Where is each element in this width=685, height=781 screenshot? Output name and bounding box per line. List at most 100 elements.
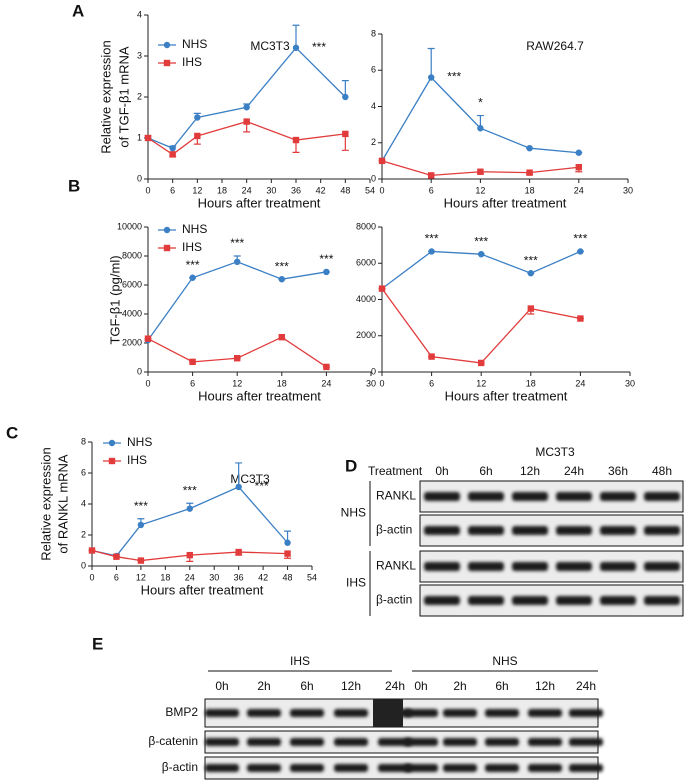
x-tick-label: 0	[145, 185, 150, 195]
point	[575, 164, 582, 171]
band	[600, 492, 636, 501]
lane-label: 6h	[479, 464, 492, 478]
y-tick-label: 2000	[356, 330, 376, 340]
y-tick-label: 8	[81, 436, 86, 446]
point	[478, 359, 485, 367]
x-tick-label: 54	[365, 185, 375, 195]
band	[485, 738, 519, 746]
band	[600, 526, 636, 535]
band	[378, 764, 412, 772]
band	[404, 738, 438, 746]
x-tick-label: 0	[145, 378, 150, 388]
lane-label: 0h	[435, 464, 448, 478]
point	[526, 169, 533, 176]
panel-label: A	[72, 1, 84, 20]
legend-label: IHS	[182, 55, 202, 69]
y-tick-label: 0	[137, 173, 142, 183]
band	[334, 738, 368, 746]
x-tick-label: 12	[192, 185, 202, 195]
x-tick-label: 30	[625, 378, 635, 388]
legend-label: IHS	[127, 453, 147, 467]
band	[468, 562, 504, 571]
blot-row	[419, 480, 684, 513]
lane-label: 24h	[385, 679, 405, 693]
band	[468, 526, 504, 535]
band	[556, 596, 592, 605]
y-tick-label: 4000	[122, 308, 142, 318]
x-tick-label: 12	[476, 378, 486, 388]
band	[443, 764, 477, 772]
point	[284, 539, 291, 546]
band	[205, 738, 239, 746]
band	[424, 492, 460, 501]
point	[243, 118, 250, 125]
chart-title: RAW264.7	[526, 39, 584, 53]
point	[186, 551, 193, 559]
point	[527, 305, 534, 312]
point	[278, 334, 285, 341]
band	[424, 562, 460, 571]
band	[485, 764, 519, 772]
x-tick-label: 24	[185, 572, 195, 582]
x-axis-label: Hours after treatment	[141, 582, 264, 597]
lane-label: 12h	[535, 679, 555, 693]
point	[144, 335, 152, 342]
band	[569, 764, 603, 772]
y-tick-label: 2	[137, 91, 142, 101]
y-tick-label: 2	[371, 137, 376, 147]
band	[528, 764, 562, 772]
x-tick-label: 0	[379, 185, 384, 195]
point	[477, 125, 484, 132]
band	[290, 764, 324, 772]
y-tick-label: 3	[137, 50, 142, 60]
x-tick-label: 36	[234, 572, 244, 582]
x-tick-label: 12	[136, 572, 146, 582]
point	[108, 439, 116, 447]
lane-label: 6h	[300, 679, 313, 693]
series-line	[147, 120, 346, 156]
point	[428, 74, 435, 81]
point	[323, 268, 330, 276]
point	[243, 104, 250, 111]
band	[468, 492, 504, 501]
y-tick-label: 4	[137, 9, 142, 19]
band	[512, 526, 548, 535]
annotation: ***	[134, 499, 148, 513]
point	[163, 244, 171, 252]
band	[644, 526, 680, 535]
y-axis-label: TGF-β1 (pg/ml)	[107, 255, 122, 344]
x-tick-label: 12	[232, 378, 242, 388]
annotation: ***	[425, 232, 439, 246]
point	[477, 168, 484, 175]
y-tick-label: 2000	[122, 337, 142, 347]
point	[194, 132, 201, 140]
x-tick-label: 6	[429, 185, 434, 195]
x-tick-label: 42	[316, 185, 326, 195]
x-tick-label: 24	[242, 185, 252, 195]
row-label: β-actin	[376, 593, 412, 607]
point	[575, 149, 582, 156]
lane-label: 24h	[564, 464, 584, 478]
row-label: RANKL	[376, 559, 416, 573]
point	[577, 315, 584, 322]
series-line	[147, 336, 327, 368]
annotation: ***	[474, 234, 488, 248]
series-line	[147, 46, 346, 150]
point	[137, 557, 145, 564]
x-tick-label: 42	[258, 572, 268, 582]
blot-row	[419, 514, 684, 547]
lane-label: 12h	[520, 464, 540, 478]
point	[378, 157, 386, 165]
x-tick-label: 48	[340, 185, 350, 195]
y-axis-label: of TGF-β1 mRNA	[116, 46, 131, 147]
lane-label: 48h	[652, 464, 672, 478]
lane-label: 36h	[608, 464, 628, 478]
point	[108, 457, 116, 465]
point	[342, 93, 349, 101]
y-tick-label: 0	[81, 560, 86, 570]
x-tick-label: 18	[525, 185, 535, 195]
band	[205, 764, 239, 772]
point	[169, 151, 176, 158]
y-axis-label: of RANKL mRNA	[55, 454, 70, 554]
point	[234, 355, 241, 362]
